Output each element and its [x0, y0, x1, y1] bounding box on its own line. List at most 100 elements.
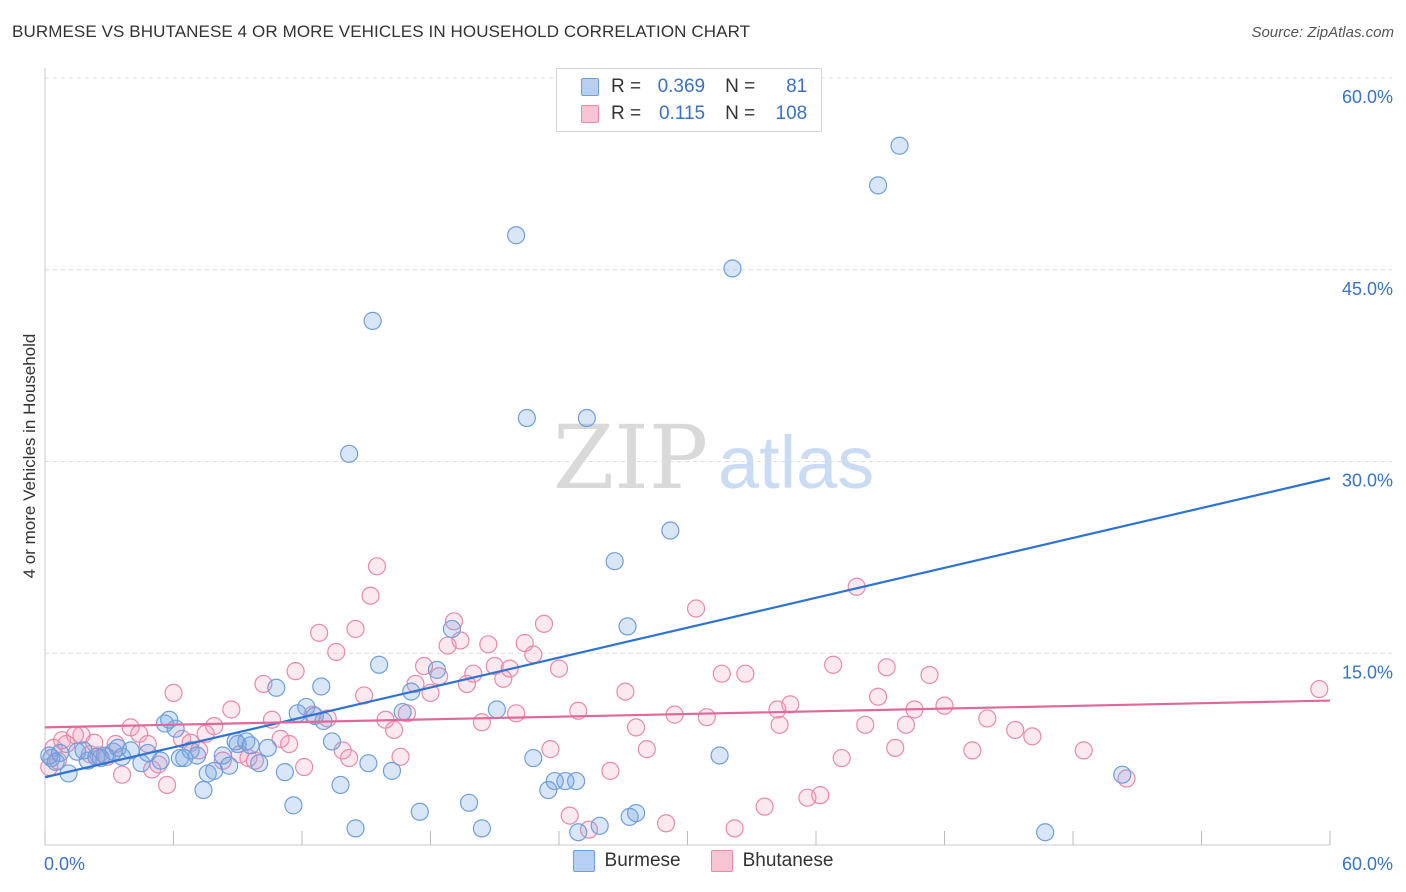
legend-label-bhutanese: Bhutanese: [742, 850, 834, 871]
bhutanese-point: [534, 614, 554, 633]
bhutanese-point: [768, 700, 787, 719]
burmese-point: [340, 444, 359, 463]
trend-lines: [44, 477, 1331, 779]
bhutanese-point: [569, 701, 588, 720]
burmese-point: [869, 176, 888, 195]
n-label: N =: [725, 103, 756, 124]
burmese-point: [241, 736, 260, 755]
bhutanese-point: [920, 665, 939, 685]
burmese-point: [427, 660, 447, 679]
burmese-point: [569, 823, 588, 842]
burmese-point: [284, 796, 303, 815]
x-tick-label: 0.0%: [44, 854, 85, 874]
bhutanese-point: [222, 700, 241, 719]
bhutanese-point: [736, 664, 755, 683]
burmese-point: [567, 771, 586, 791]
burmese-point: [226, 732, 245, 751]
bhutanese-point: [877, 658, 896, 677]
burmese-point: [346, 819, 365, 838]
burmese-point: [539, 780, 558, 800]
burmese-point: [577, 408, 596, 428]
legend-label-burmese: Burmese: [604, 850, 681, 871]
bhutanese-point: [869, 687, 888, 706]
bhutanese-point: [811, 786, 830, 805]
bhutanese-point: [485, 656, 504, 676]
bhutanese-point: [327, 642, 346, 662]
burmese-point: [267, 678, 286, 697]
bhutanese-point: [963, 741, 982, 760]
bhutanese-point: [1006, 720, 1025, 740]
bhutanese-point: [824, 655, 843, 674]
bhutanese-point: [935, 696, 954, 715]
burmese-point: [890, 136, 909, 155]
burmese-point: [487, 700, 506, 719]
bhutanese-swatch: [581, 105, 599, 123]
watermark-zip: ZIP: [553, 406, 708, 509]
burmese-point: [472, 819, 491, 838]
burmese-point: [393, 702, 412, 722]
y-tick-label: 60.0%: [1342, 87, 1393, 107]
burmese-point: [442, 619, 462, 639]
stats-box: R = 0.369 N = 81 R = 0.115 N = 108: [556, 68, 822, 132]
burmese-point: [40, 746, 59, 765]
burmese-trend-line: [44, 477, 1331, 779]
burmese-point: [74, 741, 93, 760]
bhutanese-point: [340, 748, 359, 768]
watermark-atlas: atlas: [718, 421, 874, 504]
stats-row-bhutanese: R = 0.115 N = 108: [581, 100, 807, 128]
bhutanese-point: [164, 683, 183, 702]
grid-lines: [45, 77, 1392, 654]
burmese-point: [166, 719, 185, 738]
burmese-point: [556, 771, 575, 791]
bhutanese-point: [626, 718, 646, 737]
burmese-point: [250, 754, 269, 773]
bhutanese-point: [886, 738, 905, 757]
burmese-point: [507, 226, 526, 245]
burmese-point: [605, 552, 624, 571]
legend-item-bhutanese: Bhutanese: [710, 850, 834, 872]
bhutanese-point: [295, 757, 314, 777]
burmese-point: [517, 408, 536, 428]
y-tick-label: 45.0%: [1342, 279, 1393, 299]
bhutanese-point: [712, 664, 731, 683]
bhutanese-point: [725, 819, 744, 838]
burmese-point: [151, 751, 170, 770]
burmese-point: [710, 746, 729, 765]
bhutanese-point: [770, 715, 789, 734]
burmese-point: [220, 756, 239, 775]
bhutanese-point: [601, 761, 620, 780]
bhutanese-point: [560, 806, 579, 825]
bhutanese-point: [310, 623, 329, 642]
bhutanese-point: [479, 635, 498, 654]
bhutanese-point: [541, 740, 560, 759]
n-label: N =: [725, 76, 756, 97]
legend: Burmese Bhutanese: [0, 850, 1406, 872]
bhutanese-point: [286, 662, 305, 681]
bhutanese-point: [271, 729, 290, 748]
bhutanese-point: [656, 814, 676, 833]
burmese-point: [382, 761, 402, 780]
bhutanese-point: [616, 682, 635, 701]
stats-row-burmese: R = 0.369 N = 81: [581, 73, 807, 101]
bhutanese-trend-line: [44, 699, 1331, 729]
burmese-point: [312, 677, 331, 696]
burmese-point: [524, 748, 543, 768]
axes: [44, 68, 1331, 846]
bhutanese-point: [391, 747, 410, 766]
burmese-point: [331, 775, 350, 795]
bhutanese-point: [549, 659, 569, 678]
bhutanese-point: [507, 704, 526, 723]
burmese-point: [410, 802, 429, 821]
bhutanese-point: [856, 715, 875, 734]
burmese-point: [590, 816, 609, 835]
r-value: 0.369: [657, 76, 706, 97]
bhutanese-point: [346, 619, 365, 639]
bhutanese-point: [112, 765, 132, 784]
chart-source: Source: ZipAtlas.com: [1251, 24, 1394, 41]
bhutanese-point: [524, 645, 543, 664]
bhutanese-point: [697, 708, 716, 727]
r-label: R =: [611, 103, 642, 124]
burmese-point: [359, 754, 378, 773]
bhutanese-point: [1074, 741, 1093, 760]
